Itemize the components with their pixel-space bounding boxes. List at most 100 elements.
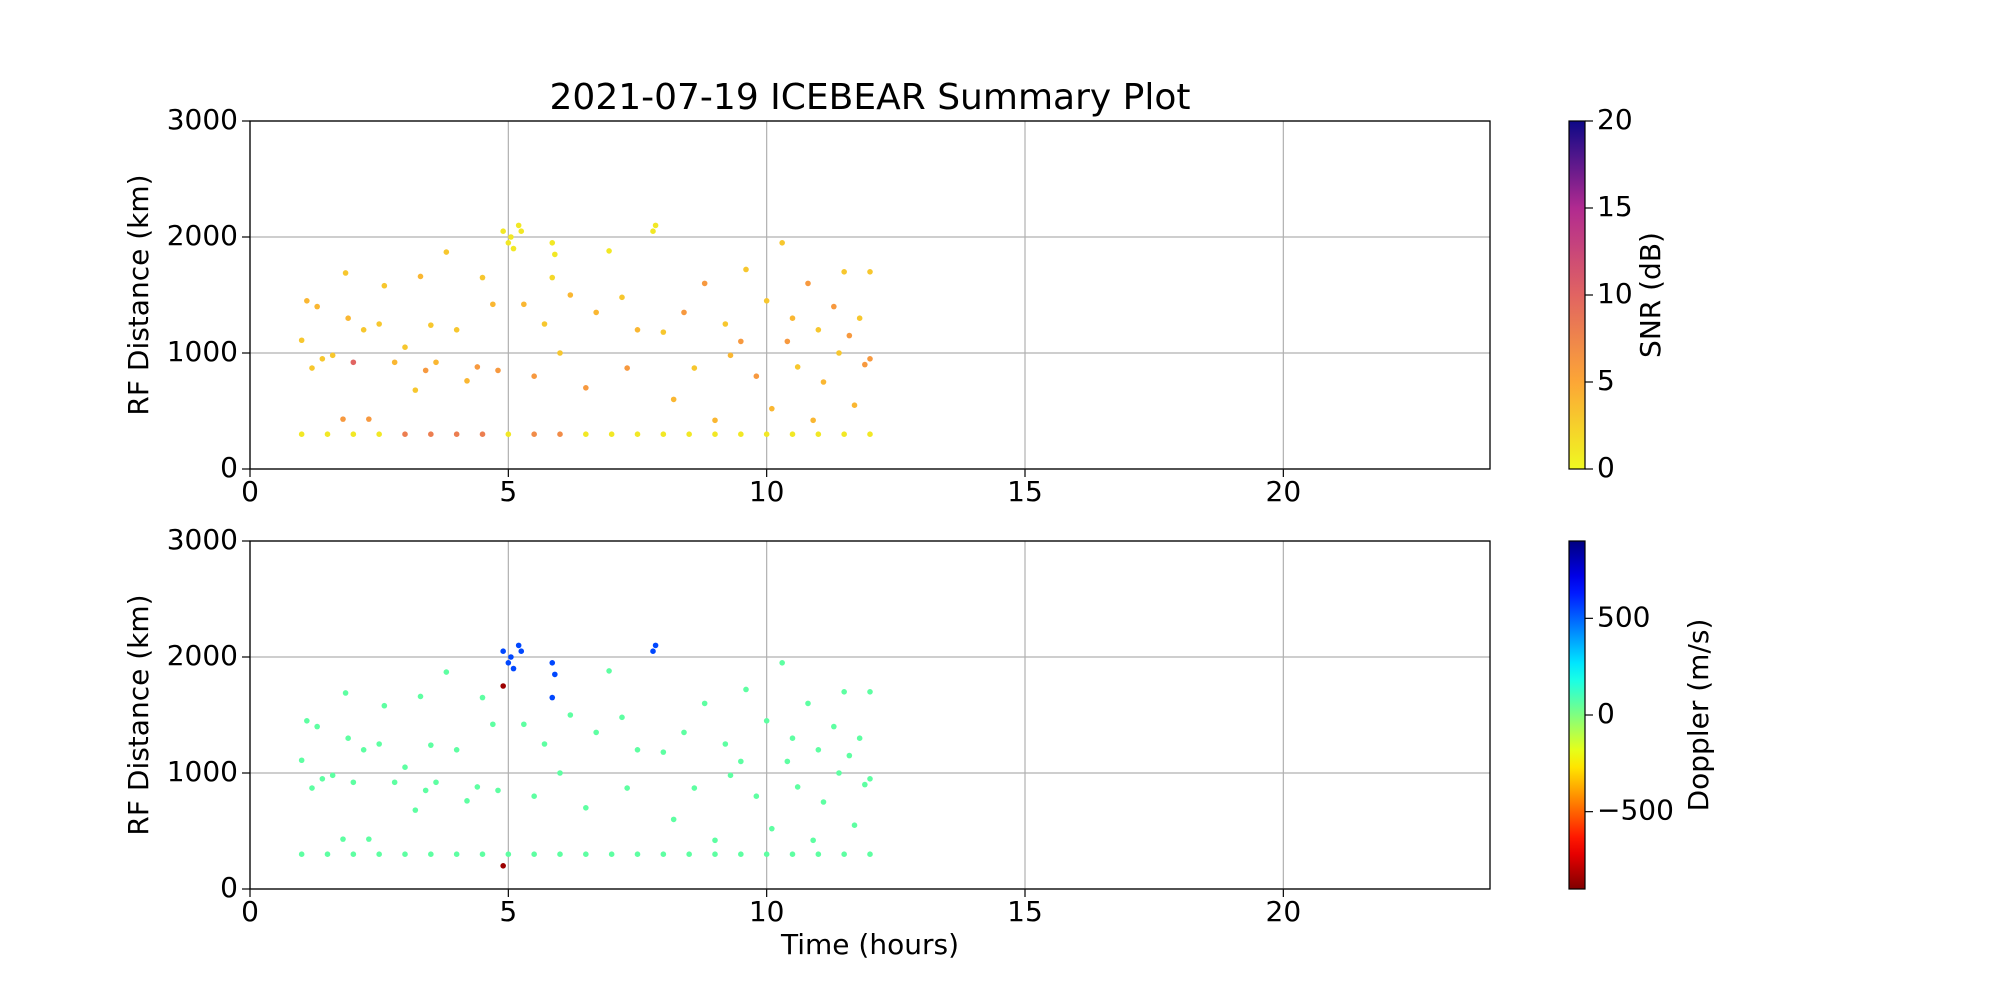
- point: [856, 735, 863, 741]
- point: [557, 431, 563, 438]
- y-tick-label: 0: [220, 451, 238, 484]
- point: [376, 741, 382, 747]
- point: [479, 274, 486, 281]
- point: [412, 807, 419, 813]
- point: [867, 851, 873, 857]
- point: [340, 836, 346, 842]
- point: [660, 749, 667, 755]
- point: [402, 344, 408, 351]
- point: [660, 851, 667, 857]
- point: [329, 352, 336, 359]
- point: [619, 294, 625, 301]
- point: [422, 787, 429, 794]
- point: [753, 793, 760, 799]
- point: [738, 338, 744, 345]
- point: [342, 690, 349, 696]
- point: [298, 851, 305, 857]
- point: [549, 660, 556, 666]
- point: [841, 851, 847, 857]
- point: [867, 269, 873, 275]
- point: [660, 329, 667, 335]
- y-tick-label: 1000: [167, 755, 238, 788]
- point: [789, 315, 796, 322]
- point: [412, 387, 419, 393]
- colorbar-label: SNR (dB): [1634, 232, 1667, 358]
- point: [789, 851, 796, 857]
- point: [763, 718, 770, 724]
- point: [763, 431, 770, 438]
- y-tick-label: 3000: [167, 523, 238, 556]
- point: [500, 683, 506, 689]
- point: [505, 431, 512, 438]
- point: [681, 309, 687, 316]
- point: [433, 359, 439, 366]
- point: [309, 785, 315, 791]
- point: [836, 350, 842, 356]
- x-tick-label: 10: [749, 475, 785, 508]
- point: [815, 851, 822, 857]
- point: [846, 752, 853, 759]
- point: [862, 361, 868, 368]
- point: [650, 648, 656, 654]
- point: [805, 700, 811, 707]
- point: [314, 723, 320, 730]
- point: [784, 758, 791, 765]
- colorbar-tick-label: 5: [1597, 364, 1615, 397]
- x-tick-label: 5: [499, 475, 517, 508]
- point: [381, 702, 388, 709]
- point: [794, 784, 801, 790]
- point: [366, 416, 372, 422]
- point: [701, 280, 708, 287]
- point: [738, 431, 744, 438]
- point: [789, 735, 796, 741]
- point: [329, 772, 336, 779]
- point: [541, 741, 548, 747]
- point: [810, 837, 816, 844]
- point: [769, 405, 775, 412]
- point: [634, 747, 641, 753]
- colorbar-label: Doppler (m/s): [1682, 619, 1715, 812]
- point: [531, 373, 537, 380]
- point: [350, 779, 357, 786]
- point: [820, 379, 827, 385]
- point: [500, 228, 506, 234]
- point: [820, 799, 827, 805]
- point: [298, 337, 305, 344]
- point: [304, 718, 310, 724]
- point: [619, 714, 625, 721]
- point: [319, 356, 326, 362]
- point: [345, 315, 351, 322]
- colorbar-tick-label: 15: [1597, 190, 1633, 223]
- point: [464, 798, 470, 804]
- point: [402, 431, 408, 438]
- point: [508, 654, 514, 660]
- y-axis-label: RF Distance (km): [122, 594, 155, 835]
- point: [831, 303, 837, 310]
- point: [428, 431, 434, 438]
- point: [712, 431, 718, 438]
- point: [769, 825, 775, 832]
- point: [727, 772, 734, 779]
- point: [518, 648, 525, 654]
- point: [505, 851, 512, 857]
- point: [479, 694, 486, 701]
- point: [763, 851, 770, 857]
- point: [366, 836, 372, 842]
- x-tick-label: 0: [241, 895, 259, 928]
- point: [417, 273, 424, 280]
- point: [549, 274, 556, 281]
- point: [521, 301, 527, 308]
- point: [670, 396, 677, 403]
- point: [340, 416, 346, 422]
- point: [779, 240, 785, 246]
- point: [836, 770, 842, 776]
- point: [815, 431, 822, 438]
- chart-title: 2021-07-19 ICEBEAR Summary Plot: [550, 77, 1191, 118]
- point: [350, 431, 357, 438]
- point: [738, 851, 744, 857]
- colorbar: [1568, 120, 1586, 470]
- point: [531, 431, 537, 438]
- y-tick-label: 2000: [167, 639, 238, 672]
- point: [505, 240, 512, 246]
